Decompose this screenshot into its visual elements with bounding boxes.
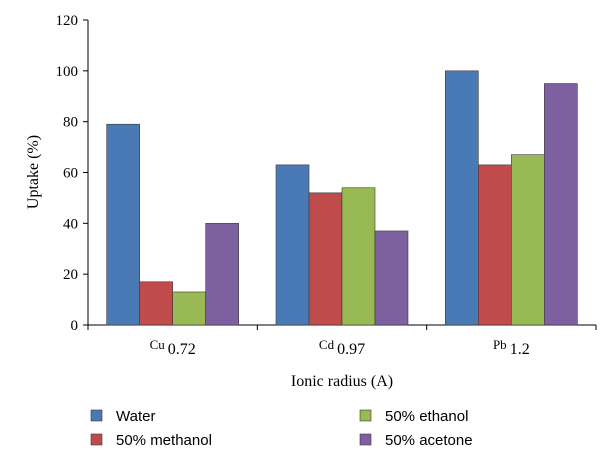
- category-symbol: Cu: [150, 337, 166, 352]
- legend-swatch: [359, 433, 372, 446]
- category-symbol: Pb: [493, 337, 507, 352]
- y-tick-label: 60: [63, 166, 78, 182]
- bar-pb-water: [445, 70, 479, 326]
- legend-label: 50% methanol: [116, 432, 212, 449]
- bar-cu-50-ethanol: [172, 291, 206, 326]
- y-axis-title: Uptake (%): [25, 135, 42, 209]
- legend-label: 50% ethanol: [385, 408, 468, 425]
- x-axis-title: Ionic radius (A): [291, 373, 393, 390]
- legend-swatch: [90, 433, 103, 446]
- bar-cu-50-methanol: [139, 281, 173, 326]
- bar-pb-50-ethanol: [511, 154, 545, 326]
- category-labels: Cu 0.72 Cd 0.97 Pb 1.2: [150, 337, 530, 358]
- y-tick-label: 120: [56, 13, 79, 29]
- category-symbol: Cd: [319, 337, 335, 352]
- y-tick-label: 20: [63, 267, 78, 283]
- category-radius: 0.97: [337, 341, 365, 358]
- bar-cd-50-methanol: [308, 192, 343, 326]
- y-tick-label: 40: [63, 216, 78, 232]
- y-tick-label: 80: [63, 115, 78, 131]
- x-ticks: [87, 325, 597, 330]
- bar-cu-50-acetone: [205, 223, 239, 326]
- category-radius: 1.2: [510, 341, 530, 358]
- bar-cd-50-ethanol: [341, 187, 376, 326]
- bars: [106, 70, 578, 326]
- legend-label: 50% acetone: [385, 432, 473, 449]
- legend-swatch: [359, 409, 372, 422]
- legend: Water 50% methanol 50% ethanol 50% acetone: [90, 408, 473, 449]
- legend-swatch: [90, 409, 103, 422]
- y-tick-label: 0: [71, 318, 79, 334]
- category-radius: 0.72: [168, 341, 196, 358]
- y-ticks: 0 20 40 60 80 100 120: [56, 13, 88, 334]
- bar-cd-water: [275, 164, 310, 326]
- y-tick-label: 100: [56, 64, 79, 80]
- bar-cu-water: [106, 123, 140, 326]
- legend-label: Water: [116, 408, 155, 425]
- bar-cd-50-acetone: [374, 230, 409, 326]
- category-label: Pb 1.2: [493, 337, 530, 358]
- category-label: Cu 0.72: [150, 337, 196, 358]
- bar-pb-50-methanol: [478, 164, 512, 326]
- bar-pb-50-acetone: [544, 83, 578, 326]
- category-label: Cd 0.97: [319, 337, 365, 358]
